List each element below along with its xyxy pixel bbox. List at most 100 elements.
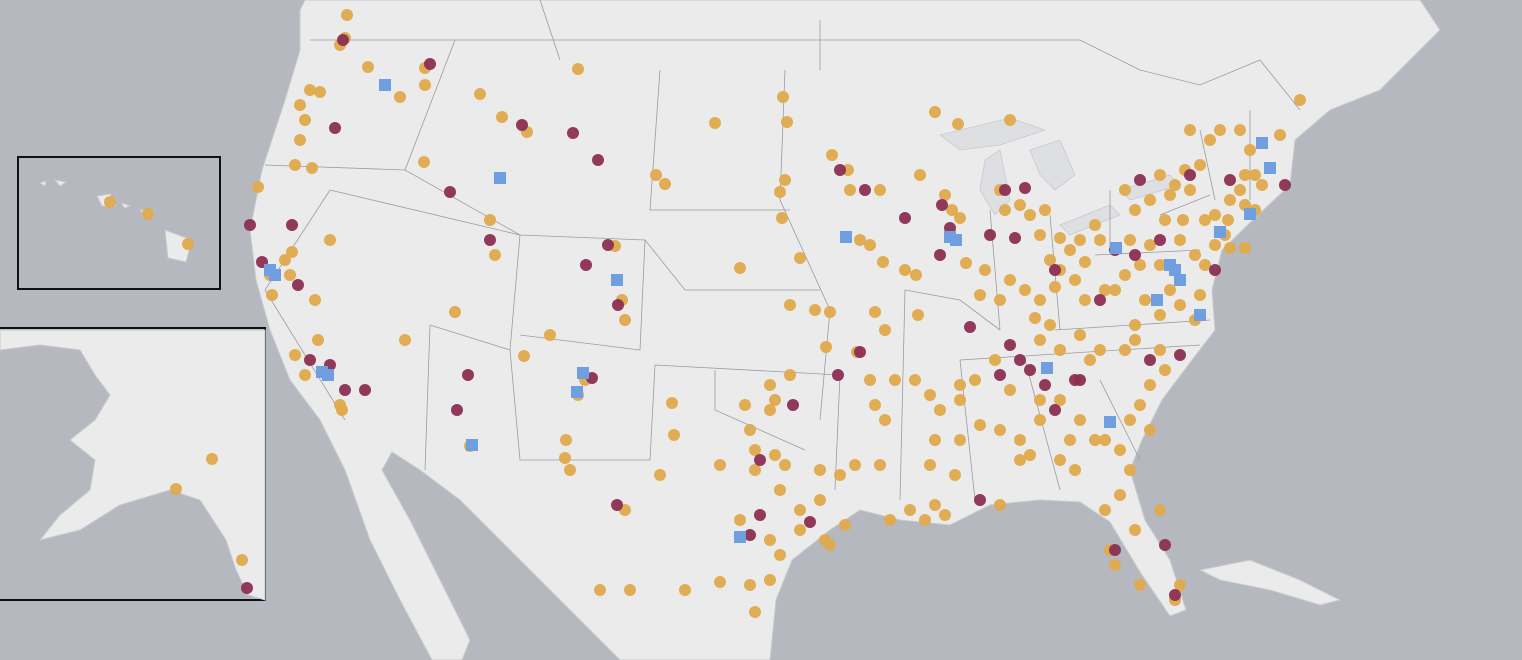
location-dot — [714, 459, 726, 471]
location-dot — [544, 329, 556, 341]
location-dot — [849, 459, 861, 471]
location-dot — [1129, 249, 1141, 261]
location-dot — [292, 279, 304, 291]
location-dot — [934, 249, 946, 261]
location-dot — [182, 238, 194, 250]
hawaii-inset — [17, 156, 221, 290]
location-dot — [776, 212, 788, 224]
location-dot — [1274, 129, 1286, 141]
location-dot — [1024, 364, 1036, 376]
location-dot — [336, 404, 348, 416]
location-dot — [781, 116, 793, 128]
location-dot — [1144, 194, 1156, 206]
location-dot — [244, 219, 256, 231]
location-dot — [769, 449, 781, 461]
location-dot — [889, 374, 901, 386]
location-dot — [734, 262, 746, 274]
location-dot — [1094, 234, 1106, 246]
location-dot — [1014, 434, 1026, 446]
location-dot — [337, 34, 349, 46]
location-dot — [1154, 344, 1166, 356]
location-dot — [1039, 379, 1051, 391]
location-dot — [1099, 284, 1111, 296]
location-dot — [1024, 449, 1036, 461]
location-dot — [924, 459, 936, 471]
location-dot — [484, 214, 496, 226]
location-dot — [912, 309, 924, 321]
location-dot — [929, 106, 941, 118]
location-dot — [496, 111, 508, 123]
location-dot — [1114, 489, 1126, 501]
location-dot — [994, 369, 1006, 381]
location-dot — [516, 119, 528, 131]
location-dot — [1079, 256, 1091, 268]
location-dot — [939, 509, 951, 521]
location-square — [1041, 362, 1053, 374]
location-square — [494, 172, 506, 184]
location-dot — [1099, 434, 1111, 446]
location-dot — [1119, 184, 1131, 196]
location-dot — [142, 208, 154, 220]
location-dot — [994, 424, 1006, 436]
location-dot — [1124, 464, 1136, 476]
location-dot — [312, 334, 324, 346]
location-dot — [592, 154, 604, 166]
location-dot — [769, 394, 781, 406]
location-dot — [1054, 232, 1066, 244]
location-dot — [994, 294, 1006, 306]
location-dot — [1054, 454, 1066, 466]
location-dot — [666, 397, 678, 409]
location-dot — [679, 584, 691, 596]
location-dot — [1064, 434, 1076, 446]
location-dot — [1139, 294, 1151, 306]
location-dot — [580, 259, 592, 271]
location-dot — [1154, 309, 1166, 321]
location-dot — [418, 156, 430, 168]
location-dot — [266, 289, 278, 301]
location-dot — [824, 539, 836, 551]
location-dot — [749, 606, 761, 618]
location-square — [611, 274, 623, 286]
location-dot — [1154, 504, 1166, 516]
location-dot — [567, 127, 579, 139]
location-dot — [989, 354, 1001, 366]
location-dot — [1154, 234, 1166, 246]
location-dot — [1049, 281, 1061, 293]
location-dot — [518, 350, 530, 362]
location-dot — [814, 464, 826, 476]
location-dot — [754, 509, 766, 521]
location-dot — [879, 324, 891, 336]
location-dot — [1174, 579, 1186, 591]
location-dot — [1119, 269, 1131, 281]
location-dot — [624, 584, 636, 596]
location-dot — [1069, 464, 1081, 476]
location-dot — [1177, 214, 1189, 226]
location-square — [1110, 242, 1122, 254]
location-dot — [804, 516, 816, 528]
location-dot — [1294, 94, 1306, 106]
location-dot — [949, 469, 961, 481]
alaska — [0, 329, 266, 601]
location-square — [1164, 259, 1176, 271]
location-dot — [974, 289, 986, 301]
location-dot — [1154, 259, 1166, 271]
location-dot — [910, 269, 922, 281]
location-dot — [474, 88, 486, 100]
location-dot — [744, 424, 756, 436]
location-dot — [820, 341, 832, 353]
location-dot — [1004, 384, 1016, 396]
location-dot — [1054, 394, 1066, 406]
location-dot — [659, 178, 671, 190]
location-dot — [294, 134, 306, 146]
location-dot — [668, 429, 680, 441]
location-dot — [572, 63, 584, 75]
location-dot — [874, 184, 886, 196]
location-dot — [1049, 404, 1061, 416]
location-dot — [964, 321, 976, 333]
location-dot — [1074, 329, 1086, 341]
location-dot — [339, 384, 351, 396]
location-dot — [1249, 169, 1261, 181]
location-dot — [1234, 184, 1246, 196]
location-dot — [289, 349, 301, 361]
location-dot — [784, 299, 796, 311]
